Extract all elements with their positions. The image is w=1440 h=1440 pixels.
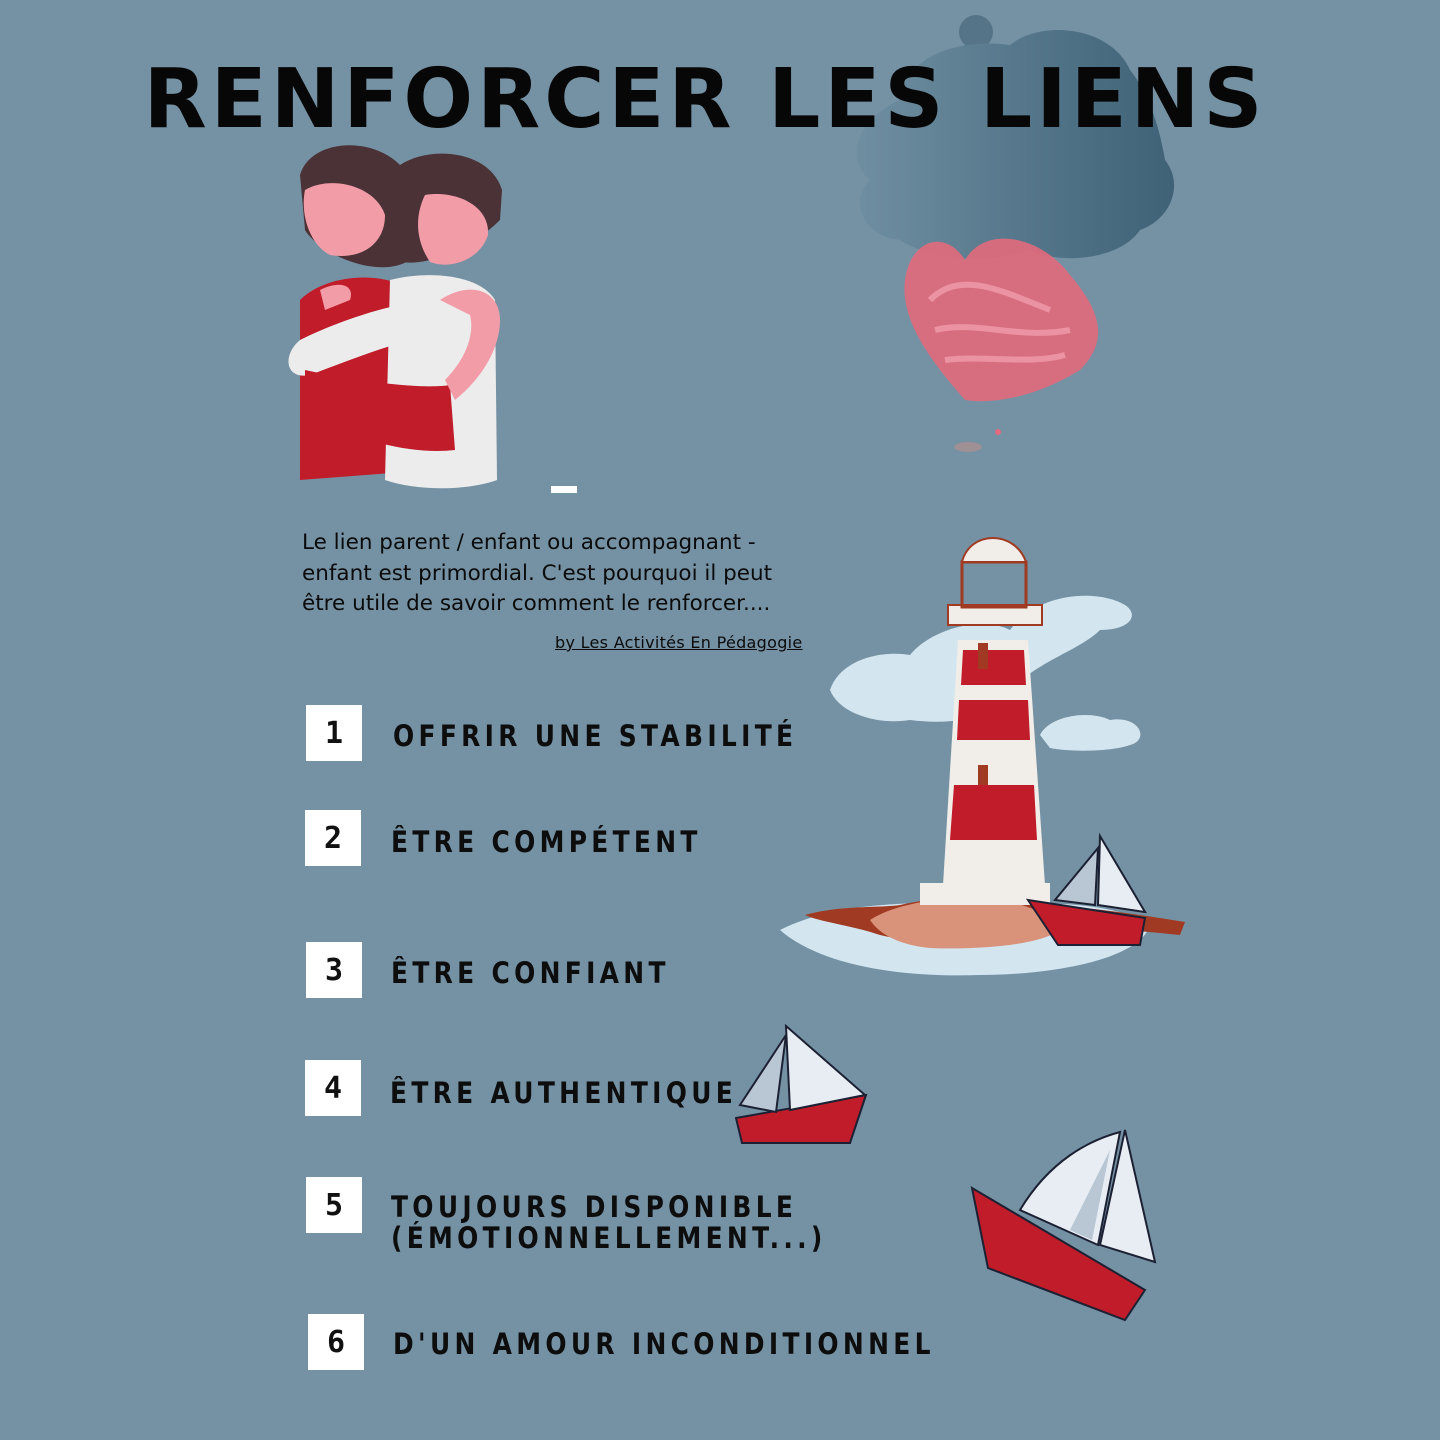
item-label: TOUJOURS DISPONIBLE (391, 1190, 798, 1224)
item-number: 6 (308, 1314, 364, 1370)
item-number: 5 (306, 1177, 362, 1233)
item-number: 4 (305, 1060, 361, 1116)
page-title: RENFORCER LES LIENS (143, 52, 1267, 147)
item-label: ÊTRE AUTHENTIQUE (390, 1076, 738, 1110)
item-number: 3 (306, 942, 362, 998)
intro-text: Le lien parent / enfant ou accompagnant … (302, 530, 773, 616)
item-label: D'UN AMOUR INCONDITIONNEL (393, 1327, 935, 1361)
item-label: (ÉMOTIONNELLEMENT...) (391, 1221, 827, 1255)
item-label: ÊTRE CONFIANT (391, 956, 670, 990)
item-number: 2 (305, 810, 361, 866)
item-label: ÊTRE COMPÉTENT (391, 825, 702, 859)
divider (551, 486, 577, 493)
item-number: 1 (306, 705, 362, 761)
credit-link[interactable]: by Les Activités En Pédagogie (555, 633, 803, 652)
item-label: OFFRIR UNE STABILITÉ (393, 719, 798, 753)
